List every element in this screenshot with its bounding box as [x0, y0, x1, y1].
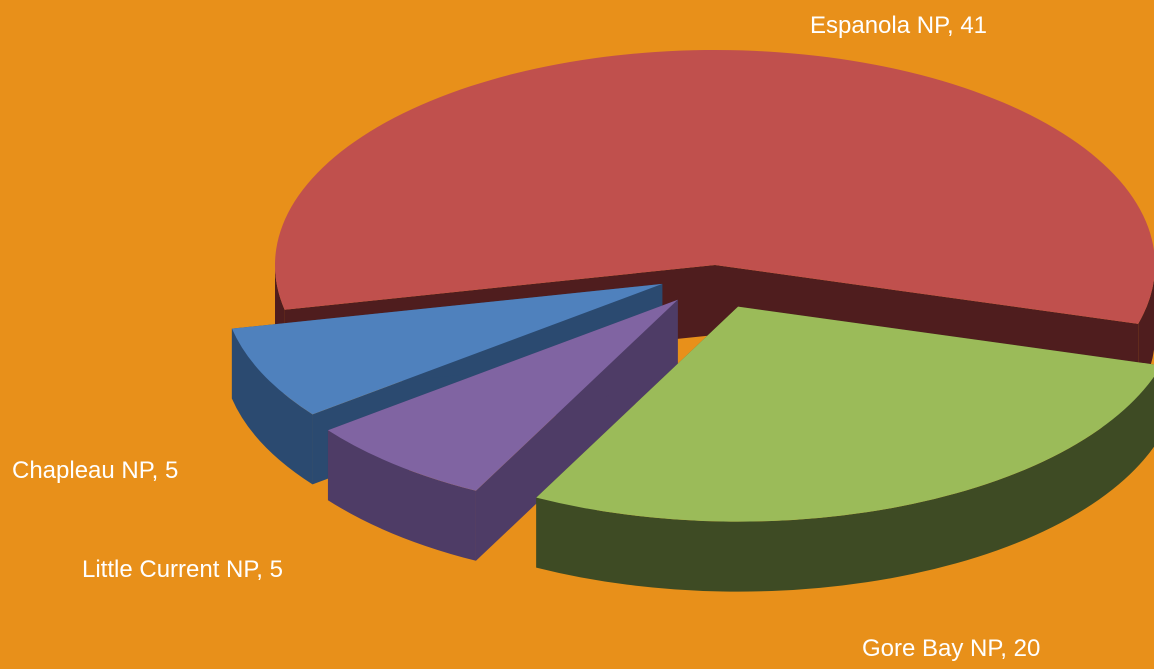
slice-labels: Espanola NP, 41 Gore Bay NP, 20 Little C…	[12, 12, 1040, 662]
label-gore-bay: Gore Bay NP, 20	[862, 635, 1040, 662]
pie-slice-little-current-np	[327, 299, 678, 491]
slice-outer-wall	[327, 430, 476, 561]
label-chapleau: Chapleau NP, 5	[12, 457, 178, 484]
pie-slice-espanola-np	[275, 50, 1154, 324]
slice-tops	[231, 50, 1154, 522]
slice-outer-wall	[536, 376, 1154, 592]
slice-outer-wall	[231, 328, 313, 485]
pie-slice-chapleau-np	[231, 283, 663, 415]
label-espanola: Espanola NP, 41	[810, 12, 987, 39]
label-little-current: Little Current NP, 5	[82, 556, 283, 583]
pie-slice-gore-bay-np	[536, 306, 1154, 522]
